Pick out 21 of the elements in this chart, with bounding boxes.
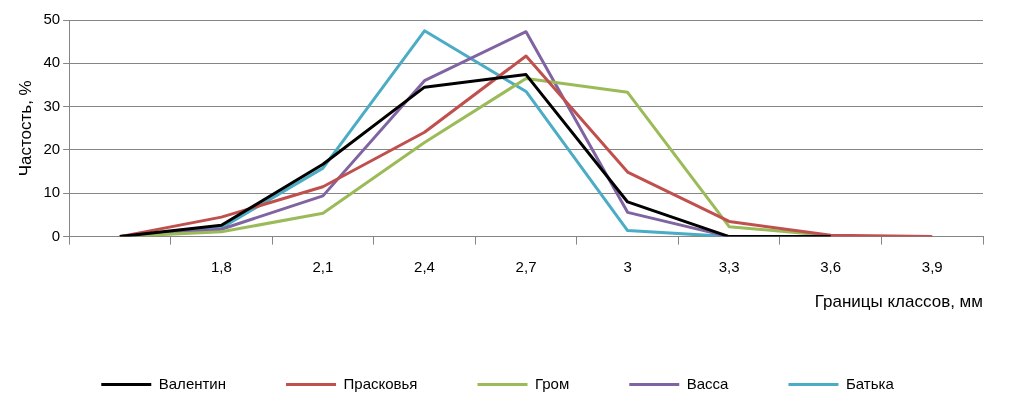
x-tick-label: 2,4 — [414, 257, 435, 275]
y-tick-label: 50 — [43, 10, 61, 28]
y-tick-label: 10 — [43, 183, 61, 201]
x-axis-title: Границы классов, мм — [814, 292, 983, 312]
legend-label: Батька — [845, 374, 895, 392]
legend-label: Гром — [534, 374, 570, 392]
y-tick-label: 40 — [43, 53, 61, 71]
y-tick-label: 20 — [43, 140, 61, 158]
x-tick-label: 3 — [623, 257, 632, 275]
legend-label: Прасковья — [343, 374, 418, 392]
legend-label: Васса — [686, 374, 730, 392]
x-tick-label: 2,1 — [312, 257, 334, 275]
x-tick-label: 1,8 — [210, 257, 232, 275]
x-tick-label: 3,6 — [820, 257, 842, 275]
x-tick-label: 3,3 — [718, 257, 740, 275]
x-tick-label: 3,9 — [921, 257, 943, 275]
y-tick-label: 30 — [43, 96, 61, 114]
legend-label: Валентин — [158, 374, 227, 392]
x-tick-label: 2,7 — [515, 257, 537, 275]
y-tick-label: 0 — [51, 226, 61, 244]
y-axis-title: Частость, % — [15, 80, 35, 177]
